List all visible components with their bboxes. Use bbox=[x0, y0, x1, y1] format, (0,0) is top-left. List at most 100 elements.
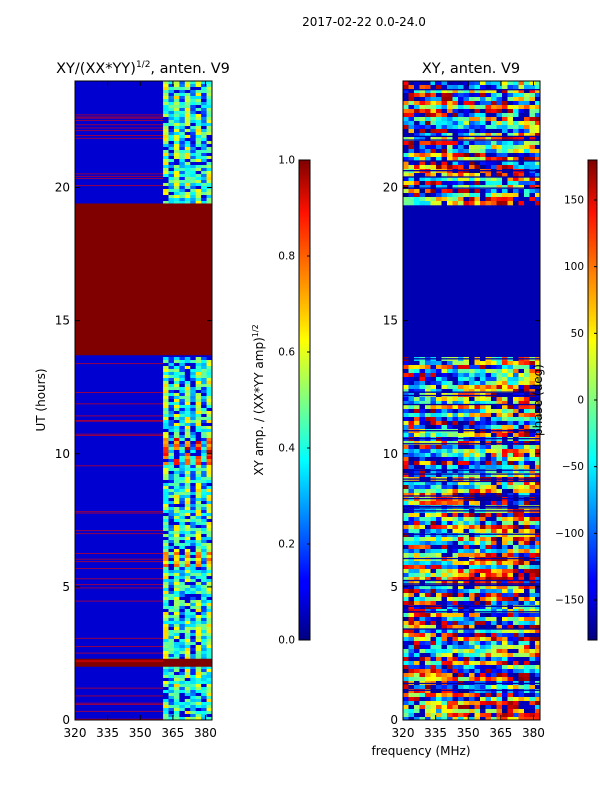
phase-heat-cell bbox=[469, 513, 475, 518]
phase-heat-cell bbox=[430, 133, 437, 138]
phase-heat-cell bbox=[524, 129, 530, 134]
phase-heat-cell bbox=[441, 413, 448, 418]
phase-heat-cell bbox=[507, 673, 514, 678]
phase-heat-cell bbox=[502, 473, 508, 478]
amplitude-heat-cell bbox=[163, 522, 170, 526]
amplitude-heat-cell bbox=[163, 561, 170, 565]
phase-heat-cell bbox=[425, 185, 431, 190]
amplitude-heat-cell bbox=[179, 552, 186, 556]
amplitude-heat-cell bbox=[184, 183, 191, 187]
phase-heat-cell bbox=[469, 569, 475, 574]
phase-heat-cell bbox=[447, 501, 453, 506]
phase-flag-line bbox=[403, 584, 540, 587]
amplitude-heat-cell bbox=[206, 693, 212, 697]
amplitude-heat-cell bbox=[173, 429, 180, 433]
phase-heat-cell bbox=[485, 389, 492, 394]
amplitude-heat-cell bbox=[168, 171, 175, 175]
amplitude-heat-cell bbox=[184, 486, 191, 490]
phase-heat-cell bbox=[436, 381, 442, 386]
phase-heat-cell bbox=[441, 193, 448, 198]
phase-heat-cell bbox=[430, 537, 437, 542]
phase-heat-cell bbox=[480, 621, 486, 626]
phase-heat-cell bbox=[408, 433, 415, 438]
phase-heat-cell bbox=[419, 653, 426, 658]
phase-heat-cell bbox=[414, 397, 420, 402]
phase-heat-cell bbox=[535, 697, 540, 702]
phase-heat-cell bbox=[469, 605, 475, 610]
amplitude-heat-cell bbox=[201, 645, 208, 649]
phase-heat-cell bbox=[502, 521, 508, 526]
amplitude-heat-cell bbox=[168, 480, 175, 484]
phase-heat-cell bbox=[474, 541, 481, 546]
phase-heat-cell bbox=[535, 513, 540, 518]
phase-ytick-label: 5 bbox=[390, 580, 398, 594]
phase-heat-cell bbox=[419, 461, 426, 466]
amplitude-heat-cell bbox=[179, 651, 186, 655]
amplitude-heat-cell bbox=[190, 384, 197, 388]
amplitude-heat-cell bbox=[206, 657, 212, 661]
phase-heat-cell bbox=[513, 373, 519, 378]
amplitude-heat-cell bbox=[201, 396, 208, 400]
phase-heat-cell bbox=[480, 653, 486, 658]
amplitude-flag-line bbox=[75, 695, 164, 697]
amplitude-heat-cell bbox=[168, 387, 175, 391]
phase-heat-cell bbox=[463, 469, 470, 474]
phase-heat-cell bbox=[524, 89, 530, 94]
amplitude-heat-cell bbox=[184, 612, 191, 616]
phase-heat-cell bbox=[425, 137, 431, 142]
phase-heat-cell bbox=[436, 649, 442, 654]
phase-heat-cell bbox=[518, 653, 525, 658]
amplitude-heat-cell bbox=[201, 432, 208, 436]
phase-heat-cell bbox=[518, 489, 525, 494]
amplitude-flag-line bbox=[75, 130, 164, 132]
phase-heat-cell bbox=[524, 525, 530, 530]
phase-heat-cell bbox=[474, 553, 481, 558]
amplitude-heat-cell bbox=[168, 678, 175, 682]
phase-heat-cell bbox=[524, 389, 530, 394]
amplitude-heat-cell bbox=[206, 192, 212, 196]
amplitude-heat-cell bbox=[168, 684, 175, 688]
phase-heat-cell bbox=[419, 561, 426, 566]
amplitude-heat-cell bbox=[206, 540, 212, 544]
phase-heat-cell bbox=[529, 369, 536, 374]
amplitude-heat-cell bbox=[190, 519, 197, 523]
amplitude-heat-cell bbox=[190, 165, 197, 169]
phase-heat-cell bbox=[513, 553, 519, 558]
phase-heat-cell bbox=[496, 105, 503, 110]
amplitude-heat-cell bbox=[195, 372, 202, 376]
amplitude-heat-cell bbox=[168, 489, 175, 493]
phase-heat-cell bbox=[414, 613, 420, 618]
phase-heat-cell bbox=[419, 629, 426, 634]
phase-heat-cell bbox=[491, 517, 497, 522]
phase-heat-cell bbox=[535, 189, 540, 194]
phase-heat-cell bbox=[452, 101, 459, 106]
amplitude-heat-cell bbox=[179, 402, 186, 406]
amplitude-heat-cell bbox=[163, 165, 170, 169]
phase-heat-cell bbox=[403, 377, 409, 382]
phase-heat-cell bbox=[425, 693, 431, 698]
phase-heat-cell bbox=[480, 465, 486, 470]
phase-heat-cell bbox=[518, 601, 525, 606]
amplitude-heat-cell bbox=[201, 489, 208, 493]
phase-heat-cell bbox=[496, 193, 503, 198]
phase-heat-cell bbox=[403, 421, 409, 426]
phase-heat-cell bbox=[408, 149, 415, 154]
amplitude-heat-cell bbox=[195, 543, 202, 547]
phase-heat-cell bbox=[469, 81, 475, 86]
phase-heat-cell bbox=[463, 401, 470, 406]
phase-heat-cell bbox=[430, 461, 437, 466]
amplitude-flag-line bbox=[75, 415, 164, 417]
phase-heat-cell bbox=[485, 577, 492, 582]
phase-heat-cell bbox=[491, 561, 497, 566]
amplitude-heat-cell bbox=[168, 123, 175, 127]
phase-heat-cell bbox=[408, 197, 415, 202]
phase-heat-cell bbox=[463, 677, 470, 682]
phase-heat-cell bbox=[430, 189, 437, 194]
amplitude-heat-cell bbox=[190, 639, 197, 643]
phase-heat-cell bbox=[452, 517, 459, 522]
phase-heat-cell bbox=[480, 157, 486, 162]
phase-heat-cell bbox=[496, 197, 503, 202]
amplitude-heat-cell bbox=[190, 465, 197, 469]
amplitude-heat-cell bbox=[173, 186, 180, 190]
amplitude-heat-cell bbox=[184, 675, 191, 679]
